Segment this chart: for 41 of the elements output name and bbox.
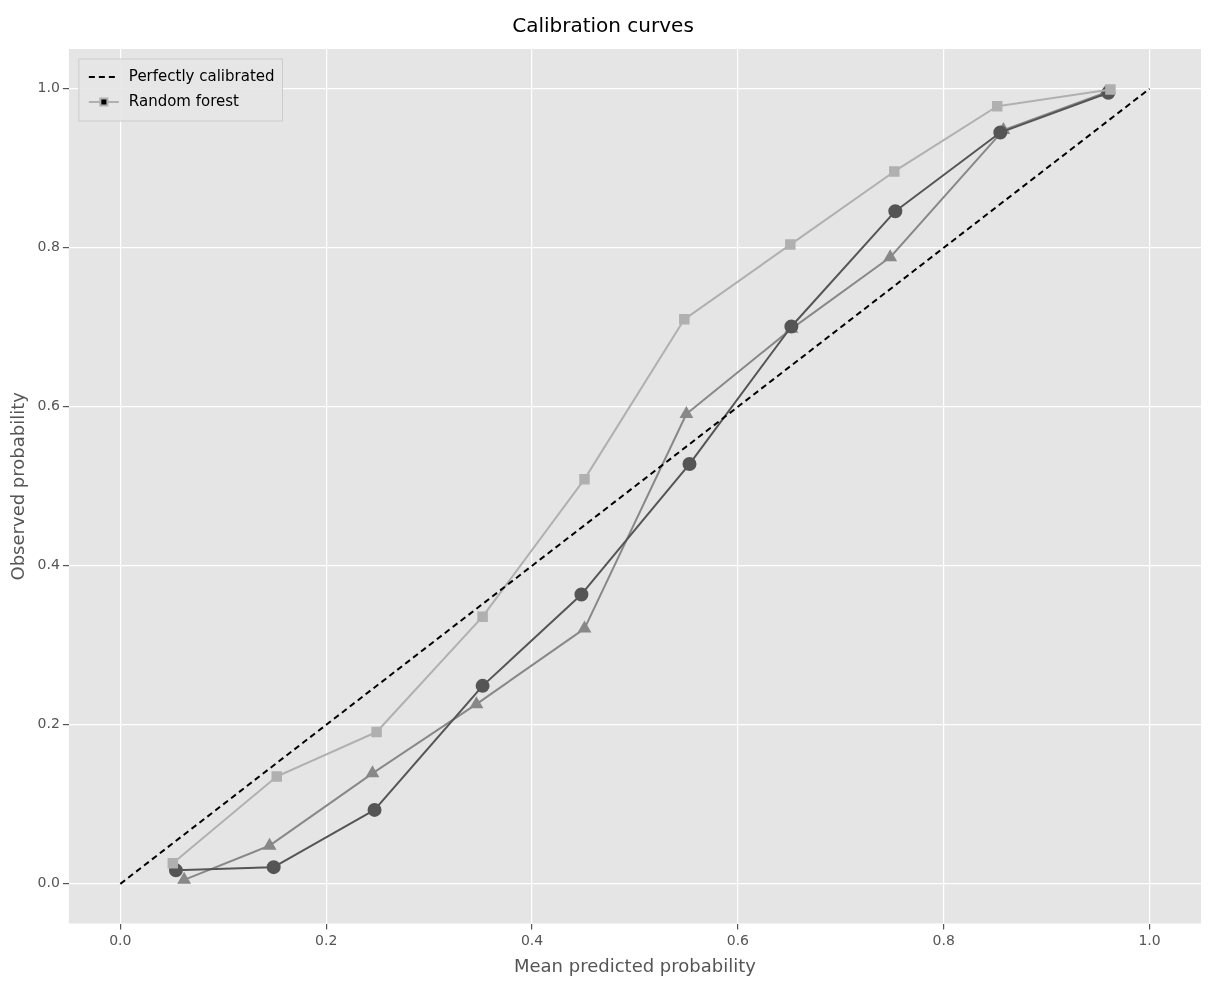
point	[991, 101, 1003, 112]
point	[888, 204, 903, 219]
point	[271, 771, 283, 782]
chart-title: Calibration curves	[512, 13, 694, 38]
point	[177, 872, 191, 884]
x-tick-label: 0.6	[726, 931, 750, 948]
point	[477, 611, 488, 622]
x-tick-label: 1.0	[1138, 931, 1161, 948]
point	[993, 125, 1008, 140]
point	[367, 802, 382, 817]
point	[366, 766, 379, 778]
point	[680, 406, 693, 418]
x-tick-label: 0.2	[315, 931, 338, 948]
point	[475, 678, 490, 693]
y-tick-label: 1.0	[37, 79, 60, 96]
legend-label: Random forest	[128, 91, 240, 110]
point	[679, 314, 690, 325]
y-axis-title: Observed probability	[7, 391, 29, 581]
point	[682, 457, 697, 472]
point	[266, 860, 281, 875]
legend-label: Perfectly calibrated	[128, 66, 275, 85]
y-tick-label: 0.0	[37, 874, 60, 891]
point	[371, 726, 382, 738]
point	[883, 250, 897, 262]
point	[470, 697, 483, 709]
y-tick-label: 0.8	[37, 238, 60, 255]
point	[1105, 84, 1116, 95]
point	[889, 166, 900, 177]
x-tick-label: 0.4	[520, 931, 544, 948]
y-tick-label: 0.6	[37, 397, 60, 414]
point	[579, 473, 590, 485]
y-tick-label: 0.2	[37, 715, 60, 732]
x-tick-label: 0.8	[932, 931, 955, 948]
point	[578, 621, 591, 633]
point	[167, 857, 179, 869]
x-axis-title: Mean predicted probability	[513, 954, 757, 976]
point	[574, 587, 589, 602]
point	[785, 239, 796, 250]
y-tick-label: 0.4	[37, 556, 60, 573]
point	[263, 838, 276, 850]
x-tick-label: 0.0	[109, 931, 132, 948]
